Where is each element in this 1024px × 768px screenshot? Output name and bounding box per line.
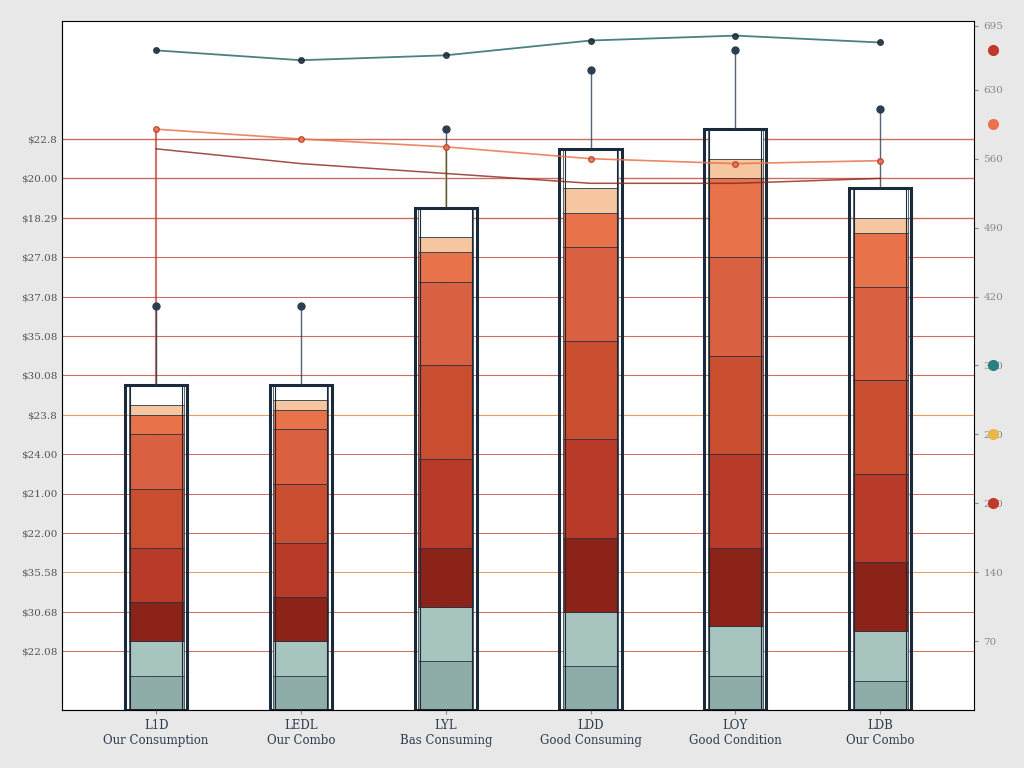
Bar [129,405,183,415]
Bar [273,400,329,410]
Bar [564,149,616,710]
Bar [563,611,618,666]
Bar [853,380,907,474]
Bar [270,386,332,710]
Bar [129,676,183,710]
Bar [708,627,763,676]
Bar [853,680,907,710]
Bar [710,129,762,710]
Bar [418,208,473,237]
Bar [563,538,618,611]
Bar [418,661,473,710]
Bar [418,459,473,548]
Bar [415,208,477,710]
Bar [854,188,906,710]
Bar [273,484,329,543]
Bar [418,237,473,252]
Bar [708,257,763,356]
Bar [273,386,329,400]
Bar [559,149,622,710]
Bar [708,454,763,548]
Bar [273,410,329,429]
Bar [563,439,618,538]
Bar [273,429,329,484]
Bar [708,548,763,627]
Bar [563,666,618,710]
Bar [129,602,183,641]
Bar [418,607,473,661]
Bar [418,548,473,607]
Bar [853,233,907,286]
Bar [853,286,907,380]
Bar [853,218,907,233]
Bar [563,149,618,188]
Bar [273,597,329,641]
Bar [563,341,618,439]
Bar [418,252,473,282]
Bar [708,356,763,454]
Bar [129,548,183,602]
Bar [273,676,329,710]
Bar [563,188,618,213]
Bar [853,474,907,562]
Bar [273,543,329,597]
Bar [129,435,183,488]
Bar [418,366,473,459]
Bar [563,247,618,341]
Bar [708,178,763,257]
Bar [853,562,907,631]
Bar [129,641,183,676]
Bar [125,386,187,710]
Bar [129,415,183,435]
Bar [563,213,618,247]
Bar [129,488,183,548]
Bar [708,159,763,178]
Bar [853,188,907,218]
Bar [708,129,763,159]
Bar [274,386,327,710]
Bar [273,641,329,676]
Bar [705,129,767,710]
Bar [849,188,911,710]
Bar [130,386,182,710]
Bar [418,282,473,366]
Bar [420,208,472,710]
Bar [708,676,763,710]
Bar [853,631,907,680]
Bar [129,386,183,405]
